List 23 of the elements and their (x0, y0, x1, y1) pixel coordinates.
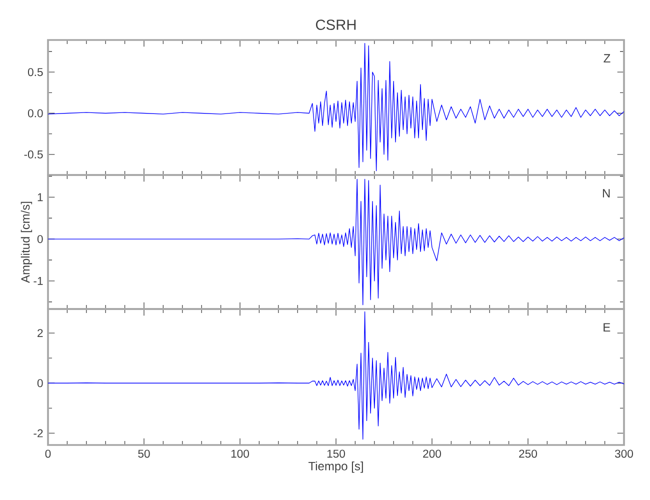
y-tick-label: -0.5 (24, 150, 43, 158)
x-tick-label: 0 (45, 450, 51, 458)
x-tick-label: 150 (327, 450, 346, 458)
y-tick-label: 2 (38, 329, 43, 338)
y-tick-label: 0.5 (28, 68, 43, 76)
y-tick-label: 0.0 (28, 109, 43, 118)
y-axis-title: Amplitud [cm/s] (20, 202, 32, 283)
y-tick-label: 1 (38, 193, 43, 202)
x-tick-label: 300 (614, 450, 634, 458)
annotation: E (604, 323, 610, 332)
chart-title: CSRH (316, 20, 356, 30)
x-tick-label: 50 (138, 450, 150, 458)
x-tick-label: 250 (519, 450, 538, 458)
y-tick-label: 0 (37, 235, 43, 244)
annotation: Z (604, 54, 610, 62)
y-tick-label: -2 (34, 429, 43, 438)
x-tick-label: 200 (423, 450, 442, 458)
x-tick-label: 100 (231, 450, 250, 458)
x-axis-title: Tiempo [s] (308, 462, 363, 473)
y-tick-label: -1 (34, 277, 43, 285)
line-series (48, 42, 624, 172)
annotation: N (602, 189, 610, 198)
y-tick-label: 0 (37, 379, 43, 388)
